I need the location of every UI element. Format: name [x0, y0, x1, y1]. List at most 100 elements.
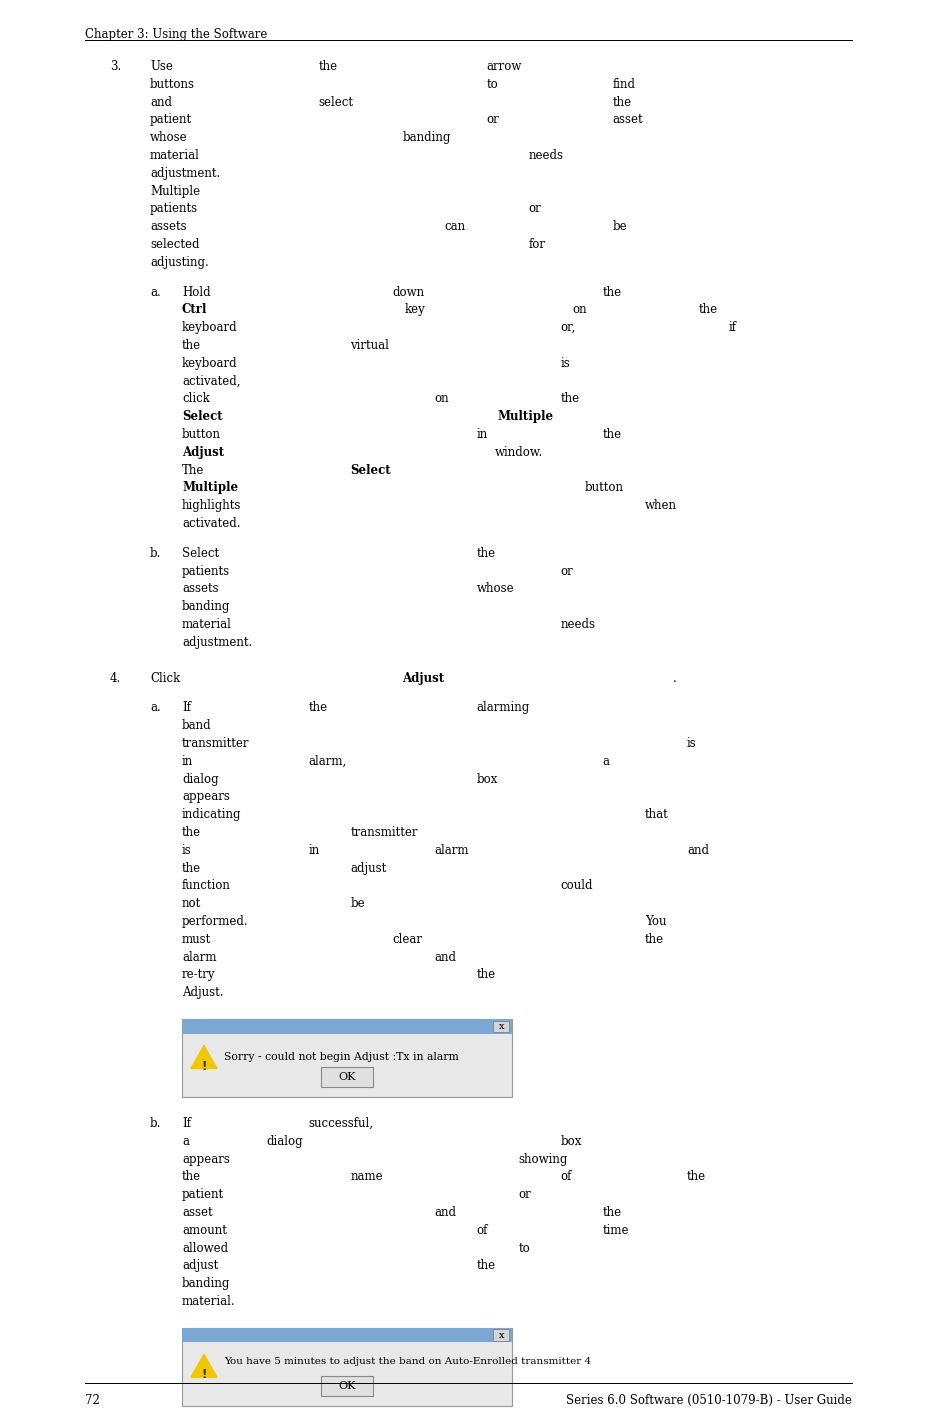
- Text: to: to: [486, 78, 499, 91]
- Text: Use: Use: [150, 60, 173, 72]
- Text: button: button: [584, 481, 624, 494]
- Text: box: box: [561, 1135, 582, 1147]
- Text: material.: material.: [182, 1295, 235, 1308]
- Text: keyboard: keyboard: [182, 321, 238, 334]
- Text: Adjust.: Adjust.: [182, 987, 224, 1000]
- Text: that: that: [645, 808, 668, 821]
- Text: material: material: [182, 618, 231, 630]
- Text: alarm: alarm: [182, 950, 216, 964]
- Text: activated,: activated,: [182, 375, 241, 388]
- Text: the: the: [318, 60, 338, 72]
- Text: adjustment.: adjustment.: [182, 636, 252, 649]
- Text: in: in: [309, 843, 320, 856]
- Text: band: band: [182, 719, 212, 733]
- Text: in: in: [476, 427, 487, 442]
- Polygon shape: [191, 1355, 217, 1377]
- Text: could: could: [561, 879, 593, 892]
- Text: key: key: [405, 304, 425, 317]
- Text: Adjust: Adjust: [182, 446, 224, 459]
- Text: keyboard: keyboard: [182, 356, 238, 369]
- Text: patient: patient: [182, 1189, 224, 1201]
- Text: appears: appears: [182, 1153, 230, 1166]
- Text: b.: b.: [150, 547, 161, 559]
- Text: the: the: [182, 1170, 201, 1183]
- Text: of: of: [561, 1170, 572, 1183]
- Text: Ctrl: Ctrl: [182, 304, 207, 317]
- Text: Chapter 3: Using the Software: Chapter 3: Using the Software: [85, 28, 267, 41]
- Text: assets: assets: [182, 582, 218, 595]
- Text: name: name: [350, 1170, 383, 1183]
- Text: Multiple: Multiple: [150, 185, 200, 197]
- Text: alarm,: alarm,: [309, 755, 346, 768]
- Text: the: the: [561, 392, 580, 405]
- Text: allowed: allowed: [182, 1241, 228, 1255]
- Text: patients: patients: [150, 203, 199, 216]
- Text: the: the: [476, 1260, 496, 1272]
- Text: indicating: indicating: [182, 808, 242, 821]
- Text: needs: needs: [529, 149, 564, 162]
- Text: the: the: [182, 826, 201, 839]
- Text: click: click: [182, 392, 210, 405]
- Text: the: the: [699, 304, 718, 317]
- FancyBboxPatch shape: [182, 1020, 512, 1098]
- Text: x: x: [499, 1022, 504, 1031]
- Text: the: the: [603, 427, 622, 442]
- Text: or: or: [529, 203, 541, 216]
- Text: or: or: [486, 114, 500, 126]
- Text: and: and: [150, 95, 172, 108]
- Text: on: on: [572, 304, 587, 317]
- Text: button: button: [182, 427, 221, 442]
- Text: transmitter: transmitter: [350, 826, 418, 839]
- Text: OK: OK: [338, 1380, 356, 1390]
- Text: Multiple: Multiple: [182, 481, 238, 494]
- Text: amount: amount: [182, 1224, 227, 1237]
- Text: banding: banding: [403, 131, 451, 145]
- Text: patients: patients: [182, 565, 231, 578]
- Text: The: The: [182, 463, 204, 477]
- Text: virtual: virtual: [350, 339, 390, 352]
- Text: the: the: [687, 1170, 706, 1183]
- Text: when: when: [645, 500, 677, 513]
- Text: adjustment.: adjustment.: [150, 166, 220, 180]
- FancyBboxPatch shape: [182, 1328, 512, 1406]
- Text: whose: whose: [476, 582, 514, 595]
- Text: .: .: [673, 672, 677, 684]
- Text: transmitter: transmitter: [182, 737, 249, 750]
- Text: buttons: buttons: [150, 78, 195, 91]
- Text: a.: a.: [150, 701, 161, 714]
- Text: successful,: successful,: [309, 1118, 374, 1130]
- Text: the: the: [476, 968, 496, 981]
- Text: asset: asset: [182, 1206, 213, 1218]
- Text: the: the: [603, 285, 622, 298]
- Text: You: You: [645, 914, 666, 929]
- Polygon shape: [191, 1045, 217, 1068]
- Text: Click: Click: [150, 672, 181, 684]
- Text: be: be: [613, 220, 628, 233]
- Text: dialog: dialog: [266, 1135, 303, 1147]
- Text: dialog: dialog: [182, 772, 218, 785]
- Text: whose: whose: [150, 131, 187, 145]
- Text: highlights: highlights: [182, 500, 242, 513]
- Text: must: must: [182, 933, 211, 946]
- Text: a.: a.: [150, 285, 161, 298]
- Text: function: function: [182, 879, 231, 892]
- Text: can: can: [444, 220, 466, 233]
- Text: Select: Select: [350, 463, 391, 477]
- Text: Hold: Hold: [182, 285, 211, 298]
- Text: selected: selected: [150, 239, 199, 251]
- Text: or: or: [561, 565, 573, 578]
- Text: Multiple: Multiple: [498, 410, 553, 423]
- Text: be: be: [350, 897, 365, 910]
- FancyBboxPatch shape: [321, 1376, 373, 1396]
- Text: !: !: [201, 1369, 207, 1382]
- Text: window.: window.: [494, 446, 543, 459]
- Text: adjust: adjust: [182, 1260, 218, 1272]
- Text: If: If: [182, 1118, 191, 1130]
- Text: the: the: [476, 547, 496, 559]
- Text: arrow: arrow: [486, 60, 522, 72]
- Text: Adjust: Adjust: [403, 672, 444, 684]
- Text: the: the: [613, 95, 632, 108]
- Text: 3.: 3.: [110, 60, 121, 72]
- Text: Series 6.0 Software (0510-1079-B) - User Guide: Series 6.0 Software (0510-1079-B) - User…: [566, 1394, 852, 1407]
- Text: needs: needs: [561, 618, 596, 630]
